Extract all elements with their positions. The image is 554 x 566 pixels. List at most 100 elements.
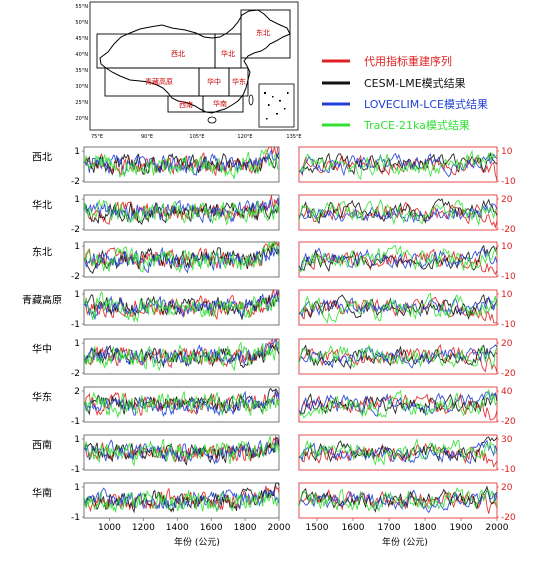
panel-right-1: 20 -20 <box>298 194 516 235</box>
lat-tick: 20°N <box>75 116 88 122</box>
map-label-qingzang: 青藏高原 <box>145 77 173 86</box>
y-tick-label: 1 <box>74 339 80 349</box>
panel-right-2: 10 -10 <box>298 241 516 282</box>
series-line-LOVECLIM-LCE模式结果 <box>298 247 498 272</box>
legend-label-cesm: CESM-LME模式结果 <box>364 77 466 90</box>
y-tick-label: -10 <box>501 272 516 282</box>
series-line-CESM-LME模式结果 <box>83 243 280 274</box>
series-line-代用指标重建序列 <box>83 288 280 321</box>
series-line-CESM-LME模式结果 <box>298 151 498 176</box>
row-region-label: 华北 <box>32 199 52 212</box>
panel-left-2: 1 -2 东北 <box>32 240 280 282</box>
series-line-TraCE-21ka模式结果 <box>83 341 280 372</box>
series-line-CESM-LME模式结果 <box>298 485 498 513</box>
panel-right-4: 20 -20 <box>298 338 516 379</box>
y-tick-label: 40 <box>501 387 513 397</box>
series-line-CESM-LME模式结果 <box>83 482 280 514</box>
china-outline <box>99 9 291 114</box>
series-line-代用指标重建序列 <box>298 344 498 373</box>
panel-left-5: 2 -1 华东 <box>32 386 280 427</box>
x-tick-label: 1800 <box>414 523 437 533</box>
y-tick-label: 10 <box>501 242 513 252</box>
y-tick-label: 20 <box>501 195 513 205</box>
legend-label-trace: TraCE-21ka模式结果 <box>363 119 470 132</box>
series-line-LOVECLIM-LCE模式结果 <box>83 338 280 367</box>
series-line-LOVECLIM-LCE模式结果 <box>83 149 280 178</box>
series-line-TraCE-21ka模式结果 <box>83 436 280 467</box>
left-panel-column: 1 -2 西北 1 -2 华北 1 -2 东北 1 -1 青藏高原 1 -2 华中 2 -1 华东 1 -1 西南 1 -1… <box>22 145 291 533</box>
series-line-CESM-LME模式结果 <box>298 344 498 370</box>
series-line-TraCE-21ka模式结果 <box>298 292 498 324</box>
right-x-axis-label: 年份 (公元) <box>382 536 428 548</box>
series-line-TraCE-21ka模式结果 <box>83 198 280 226</box>
y-tick-label: -1 <box>71 320 80 330</box>
y-tick-label: 2 <box>74 387 80 397</box>
panel-right-6: 30 -10 <box>298 434 516 475</box>
map-label-dongbei: 东北 <box>256 28 270 37</box>
row-region-label: 青藏高原 <box>22 294 62 307</box>
panel-left-4: 1 -2 华中 <box>32 338 280 379</box>
y-tick-label: 1 <box>74 195 80 205</box>
panel-right-5: 40 -20 <box>298 386 516 427</box>
y-tick-label: 1 <box>74 483 80 493</box>
y-tick-label: 30 <box>501 435 513 445</box>
x-tick-label: 1000 <box>98 523 121 533</box>
x-tick-label: 1200 <box>132 523 155 533</box>
x-tick-label: 1400 <box>166 523 189 533</box>
panel-right-3: 10 -10 <box>298 289 516 330</box>
lat-tick: 50°N <box>75 20 88 26</box>
lat-tick: 40°N <box>75 52 88 58</box>
series-line-代用指标重建序列 <box>298 201 498 229</box>
panel-frame <box>298 146 498 183</box>
row-region-label: 西南 <box>32 439 52 452</box>
series-line-TraCE-21ka模式结果 <box>298 344 498 369</box>
lat-tick: 30°N <box>75 84 88 90</box>
y-tick-label: -2 <box>71 369 80 379</box>
map-label-xinan: 西南 <box>179 100 193 109</box>
y-tick-label: 20 <box>501 339 513 349</box>
region-map: 西北 华北 东北 青藏高原 华中 华东 西南 华南 55°N 50°N 45°N… <box>75 1 302 140</box>
hainan-island <box>207 116 217 124</box>
map-lon-ticks: 75°E 90°E 105°E 120°E 135°E <box>91 134 302 140</box>
series-line-LOVECLIM-LCE模式结果 <box>298 344 498 369</box>
series-line-LOVECLIM-LCE模式结果 <box>83 389 280 418</box>
lat-tick: 45°N <box>75 36 88 42</box>
y-tick-label: 20 <box>501 483 513 493</box>
y-tick-label: 10 <box>501 147 513 157</box>
inset-islands <box>264 92 289 120</box>
south-china-sea-inset <box>258 83 295 128</box>
map-region-labels: 西北 华北 东北 青藏高原 华中 华东 西南 华南 <box>145 28 270 109</box>
y-tick-label: -1 <box>71 513 80 523</box>
panel-right-0: 10 -10 <box>298 146 516 187</box>
lon-tick: 120°E <box>237 134 252 140</box>
y-tick-label: -2 <box>71 225 80 235</box>
lon-tick: 90°E <box>141 134 153 140</box>
map-label-huanan: 华南 <box>213 99 227 108</box>
series-line-LOVECLIM-LCE模式结果 <box>83 290 280 321</box>
legend-label-proxy: 代用指标重建序列 <box>364 54 452 68</box>
map-label-huadong: 华东 <box>232 77 246 86</box>
series-line-TraCE-21ka模式结果 <box>298 388 498 419</box>
y-tick-label: -1 <box>71 465 80 475</box>
panel-left-0: 1 -2 西北 <box>32 145 280 187</box>
lat-tick: 35°N <box>75 68 88 74</box>
right-panel-column: 10 -10 20 -20 10 -10 10 -10 20 -20 40 -20 30 -10 20 -20… <box>298 146 516 533</box>
y-tick-label: 1 <box>74 435 80 445</box>
series-line-TraCE-21ka模式结果 <box>298 149 498 181</box>
left-x-axis-label: 年份 (公元) <box>174 536 220 548</box>
series-line-LOVECLIM-LCE模式结果 <box>83 437 280 465</box>
lat-tick: 25°N <box>75 100 88 106</box>
panel-left-7: 1 -1 华南 1000 1200 1400 1600 1800 2000 <box>32 482 291 533</box>
x-tick-label: 2000 <box>268 523 291 533</box>
series-line-LOVECLIM-LCE模式结果 <box>298 489 498 514</box>
y-tick-label: -2 <box>71 272 80 282</box>
y-tick-label: -10 <box>501 177 516 187</box>
x-tick-label: 1900 <box>450 523 473 533</box>
panel-left-3: 1 -1 青藏高原 <box>22 288 280 330</box>
series-line-TraCE-21ka模式结果 <box>298 437 498 466</box>
y-tick-label: -1 <box>71 417 80 427</box>
series-line-TraCE-21ka模式结果 <box>83 391 280 419</box>
y-tick-label: -20 <box>501 417 516 427</box>
y-tick-label: -20 <box>501 369 516 379</box>
panel-left-1: 1 -2 华北 <box>32 194 280 235</box>
